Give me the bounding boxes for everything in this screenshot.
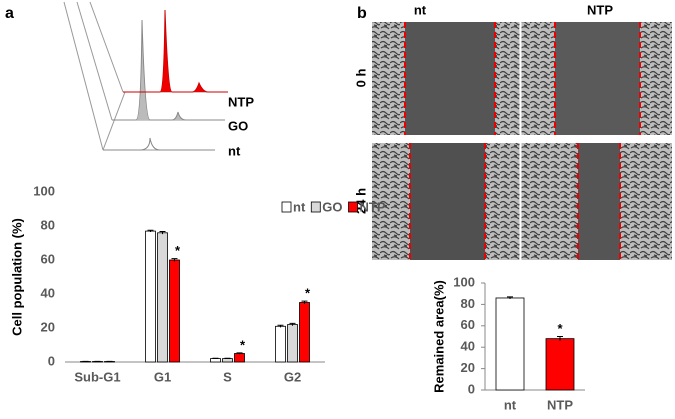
column-label: nt <box>414 2 427 17</box>
x-tick-label: G1 <box>154 369 171 384</box>
bar <box>495 297 525 391</box>
legend-label: NTP <box>360 199 386 214</box>
histogram-label: GO <box>228 118 248 133</box>
y-tick-label: 60 <box>461 317 475 332</box>
x-tick-label: S <box>223 369 232 384</box>
error-bar <box>159 230 166 235</box>
y-tick-label: 0 <box>468 381 475 396</box>
y-tick-label: 80 <box>461 296 475 311</box>
histogram-label: NTP <box>228 94 254 109</box>
x-tick-label: Sub-G1 <box>74 369 120 384</box>
error-bar <box>224 357 231 359</box>
significance: * <box>557 321 563 336</box>
error-bar <box>147 229 154 232</box>
column-label: NTP <box>587 2 613 17</box>
y-tick-label: 100 <box>33 183 55 198</box>
panel-label: a <box>5 5 14 22</box>
bar <box>210 358 221 363</box>
error-bar <box>507 296 513 300</box>
y-axis-title: Cell population (%) <box>9 218 24 336</box>
error-bar <box>212 357 219 359</box>
bar <box>169 259 180 363</box>
panel-label: b <box>357 5 367 22</box>
error-bar <box>277 324 284 328</box>
y-tick-label: 0 <box>48 353 55 368</box>
legend-swatch <box>348 201 358 213</box>
error-bar <box>557 336 563 341</box>
bar <box>299 302 310 363</box>
y-tick-label: 20 <box>41 319 55 334</box>
bar <box>234 353 245 363</box>
y-tick-label: 100 <box>453 274 475 289</box>
histogram-3d <box>63 1 228 151</box>
error-bar <box>301 300 308 304</box>
x-tick-label: G2 <box>284 369 301 384</box>
bar <box>157 232 168 363</box>
error-bar <box>171 258 178 262</box>
x-tick-label: NTP <box>547 397 573 412</box>
y-tick-label: 40 <box>41 285 55 300</box>
error-bar <box>289 322 296 326</box>
significance: * <box>305 286 311 301</box>
y-tick-label: 40 <box>461 339 475 354</box>
row-label: 0 h <box>353 69 368 88</box>
bar <box>275 325 286 363</box>
y-tick-label: 20 <box>461 360 475 375</box>
legend-swatch <box>310 201 321 213</box>
error-bar <box>236 352 243 355</box>
bar <box>222 358 233 363</box>
y-axis-title: Remained area(%) <box>431 280 446 393</box>
bar <box>545 338 575 391</box>
bar <box>287 324 298 363</box>
bar <box>145 230 156 363</box>
histogram-label: nt <box>228 143 241 158</box>
micrographs <box>372 22 672 260</box>
significance: * <box>175 243 181 258</box>
legend-label: GO <box>322 199 342 214</box>
x-tick-label: nt <box>504 397 517 412</box>
y-tick-label: 80 <box>41 217 55 232</box>
y-tick-label: 60 <box>41 251 55 266</box>
significance: * <box>240 337 246 352</box>
legend-label: nt <box>293 199 306 214</box>
legend-swatch <box>281 201 292 213</box>
